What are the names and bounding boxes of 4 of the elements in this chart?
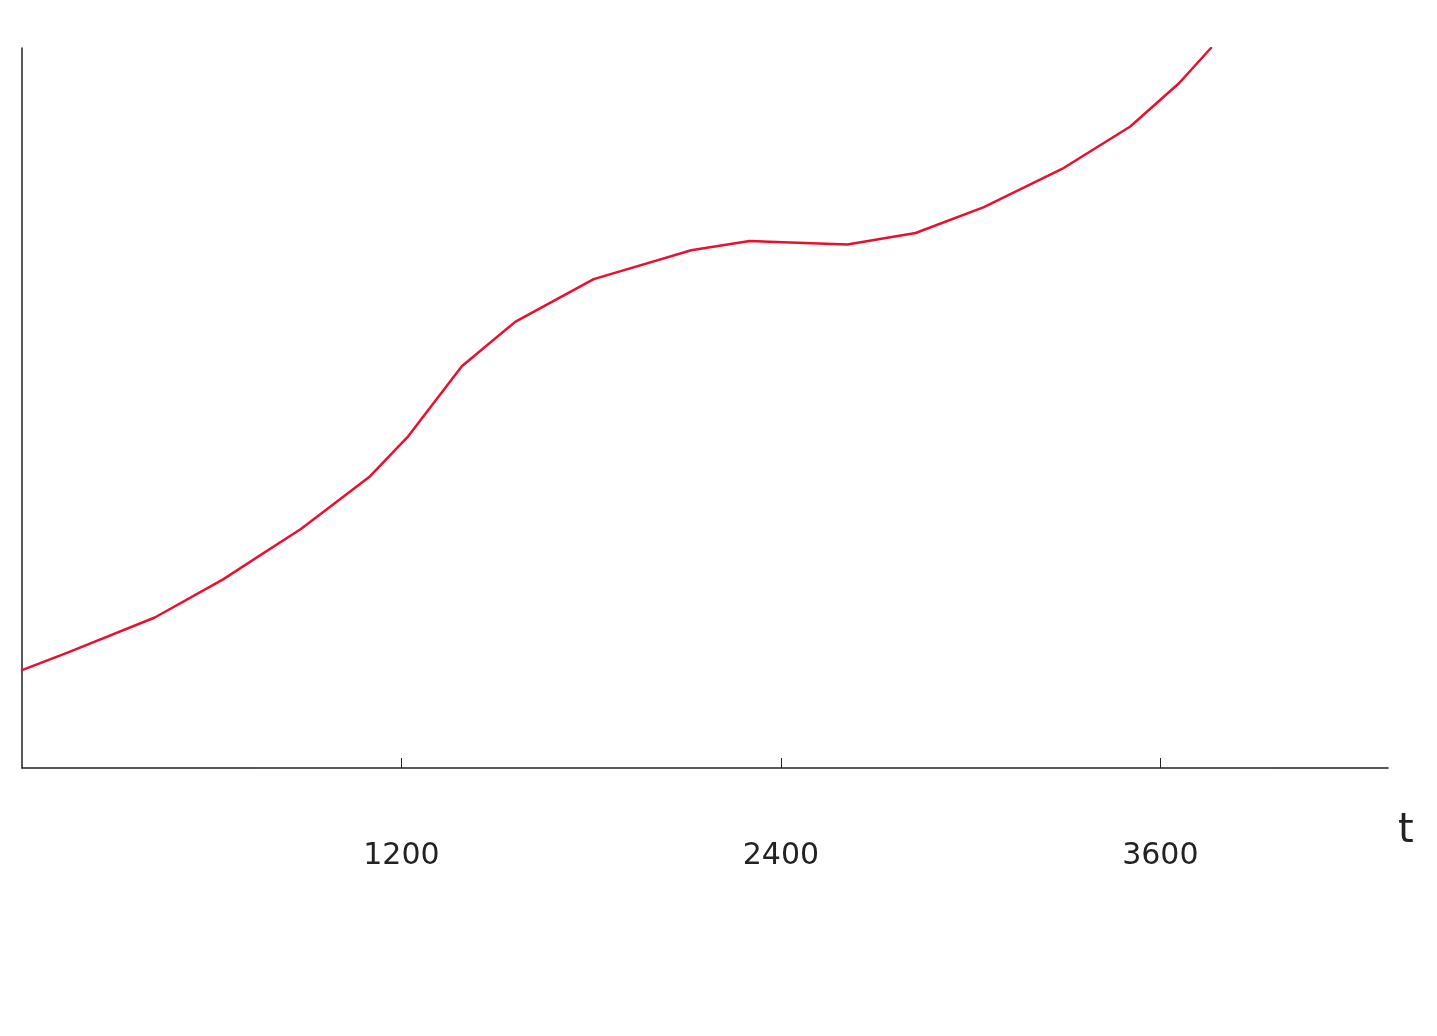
x-tick-label: 2400 [742,835,820,871]
x-tick-label: 3600 [1122,835,1199,871]
x-axis-title: t [1398,805,1414,851]
x-tick-label: 1200 [363,835,440,871]
